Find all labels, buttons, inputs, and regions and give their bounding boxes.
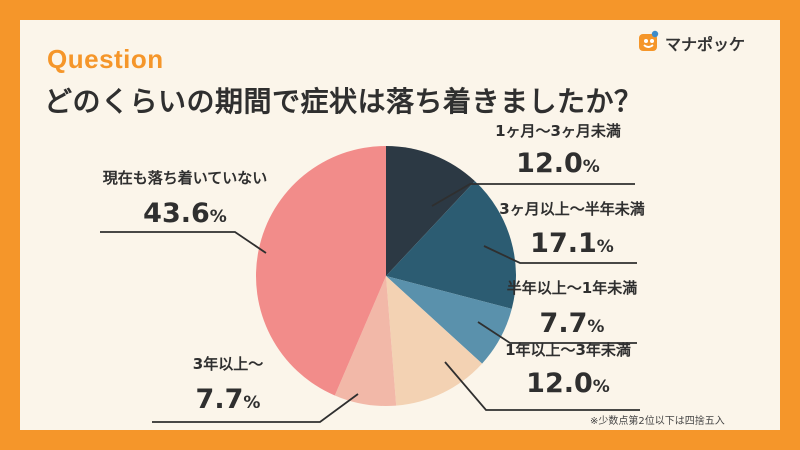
slice-label: 1年以上〜3年未満 (505, 341, 631, 359)
slice-value: 43.6% (143, 198, 227, 229)
slice-value: 12.0% (526, 368, 610, 399)
brand-name: マナポッケ (665, 35, 746, 54)
leader-line (431, 183, 635, 207)
pie-slice (334, 276, 397, 407)
page-title: どのくらいの期間で症状は落ち着きましたか？ (44, 85, 643, 118)
slice-label: 3年以上〜 (193, 355, 263, 373)
slice-value: 7.7% (196, 384, 261, 415)
slice-value: 12.0% (516, 148, 600, 179)
leader-line (444, 361, 640, 411)
leader-line (100, 231, 267, 254)
pie-slice (386, 276, 483, 406)
slice-value: 17.1% (530, 228, 614, 259)
pie-slice (386, 276, 512, 364)
question-label: Question (47, 44, 164, 74)
slice-value: 7.7% (540, 308, 605, 339)
pie-slice (386, 146, 475, 276)
manapocke-logo-icon (639, 30, 659, 51)
slice-label: 3ヶ月以上〜半年未満 (499, 200, 644, 218)
footnote: ※少数点第2位以下は四捨五入 (590, 416, 725, 427)
slice-label: 現在も落ち着いていない (103, 169, 268, 187)
pie-slice (386, 181, 516, 309)
leader-line (152, 393, 359, 423)
leader-line (483, 245, 637, 264)
slice-label: 1ヶ月〜3ヶ月未満 (495, 122, 621, 140)
slice-label: 半年以上〜1年未満 (507, 279, 637, 297)
leader-line (477, 321, 637, 344)
pie-slice (255, 146, 386, 396)
